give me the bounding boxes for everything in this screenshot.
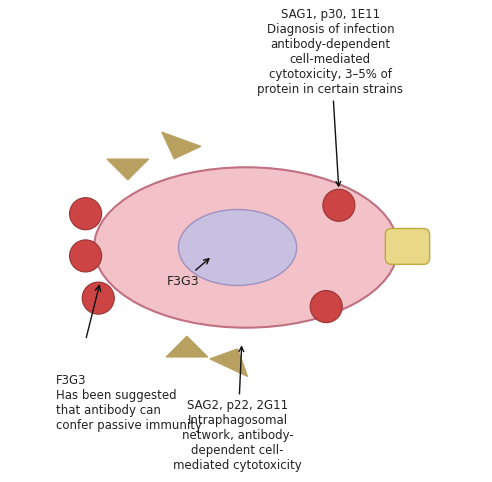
- Circle shape: [69, 240, 102, 272]
- Text: F3G3
Has been suggested
that antibody can
confer passive immunity: F3G3 Has been suggested that antibody ca…: [56, 374, 202, 432]
- Circle shape: [82, 282, 114, 314]
- FancyBboxPatch shape: [385, 228, 430, 264]
- Polygon shape: [107, 159, 149, 180]
- Text: F3G3: F3G3: [166, 259, 209, 288]
- Polygon shape: [162, 132, 201, 159]
- Text: SAG2, p22, 2G11
Intraphagosomal
network, antibody-
dependent cell-
mediated cyto: SAG2, p22, 2G11 Intraphagosomal network,…: [173, 347, 302, 472]
- Ellipse shape: [94, 167, 398, 328]
- Polygon shape: [210, 349, 247, 376]
- Text: SAG1, p30, 1E11
Diagnosis of infection
antibody-dependent
cell-mediated
cytotoxi: SAG1, p30, 1E11 Diagnosis of infection a…: [257, 8, 403, 186]
- Circle shape: [69, 198, 102, 230]
- Circle shape: [323, 189, 355, 221]
- Polygon shape: [166, 336, 208, 357]
- Circle shape: [310, 291, 342, 322]
- Ellipse shape: [179, 210, 297, 285]
